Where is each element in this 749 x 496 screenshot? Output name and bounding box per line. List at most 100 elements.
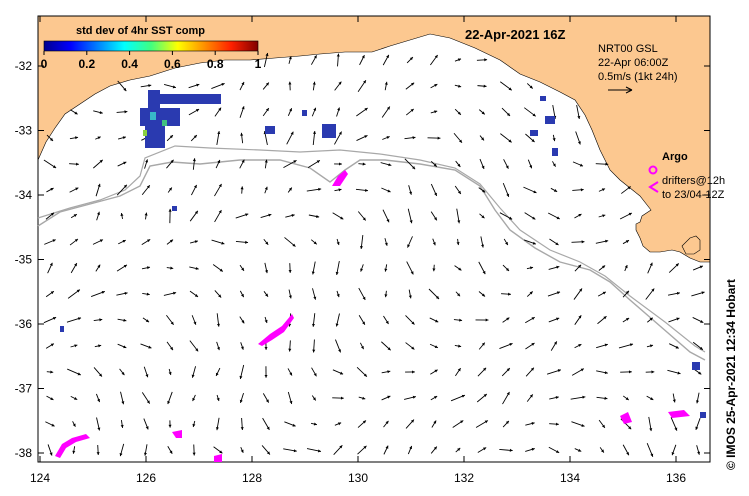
velocity-arrowhead bbox=[338, 188, 342, 192]
velocity-arrowhead bbox=[675, 263, 679, 267]
lat-tick-label: -38 bbox=[15, 446, 33, 460]
velocity-arrowhead bbox=[434, 217, 437, 221]
velocity-arrowhead bbox=[98, 373, 102, 377]
velocity-arrowhead bbox=[289, 372, 293, 376]
velocity-arrowhead bbox=[218, 107, 222, 111]
velocity-arrowhead bbox=[386, 106, 390, 110]
velocity-arrowhead bbox=[289, 108, 292, 112]
velocity-arrowhead bbox=[265, 241, 269, 245]
velocity-arrowhead bbox=[145, 159, 149, 163]
velocity-arrowhead bbox=[146, 292, 150, 296]
velocity-arrowhead bbox=[291, 214, 295, 217]
velocity-arrowhead bbox=[96, 452, 100, 455]
velocity-arrowhead bbox=[75, 136, 79, 140]
colorbar-gradient bbox=[43, 40, 259, 52]
sst-patch bbox=[530, 130, 538, 136]
velocity-arrowhead bbox=[168, 371, 172, 375]
velocity-arrowhead bbox=[582, 395, 586, 399]
velocity-arrowhead bbox=[99, 318, 103, 322]
velocity-arrowhead bbox=[386, 54, 389, 59]
velocity-arrowhead bbox=[194, 240, 198, 244]
velocity-arrowhead bbox=[193, 184, 197, 189]
velocity-arrowhead bbox=[434, 84, 438, 87]
velocity-arrowhead bbox=[335, 271, 339, 275]
velocity-arrowhead bbox=[457, 447, 461, 451]
velocity-arrowhead bbox=[410, 108, 414, 112]
velocity-arrowhead bbox=[146, 266, 150, 270]
velocity-arrowhead bbox=[76, 289, 80, 293]
velocity-arrowhead bbox=[173, 291, 177, 295]
lon-tick-label: 124 bbox=[30, 471, 50, 485]
velocity-arrowhead bbox=[194, 210, 198, 214]
velocity-arrowhead bbox=[49, 137, 54, 141]
velocity-arrowhead bbox=[458, 267, 462, 271]
velocity-arrowhead bbox=[288, 56, 292, 60]
velocity-arrowhead bbox=[434, 110, 438, 114]
velocity-arrowhead bbox=[457, 58, 462, 62]
velocity-arrowhead bbox=[435, 319, 439, 323]
velocity-arrowhead bbox=[529, 394, 533, 398]
velocity-arrowhead bbox=[240, 186, 244, 190]
velocity-arrowhead bbox=[505, 165, 509, 169]
velocity-arrowhead bbox=[221, 83, 225, 86]
velocity-arrowhead bbox=[363, 445, 367, 449]
velocity-arrowhead bbox=[577, 115, 581, 119]
velocity-arrowhead bbox=[216, 397, 220, 402]
velocity-arrowhead bbox=[676, 291, 680, 295]
velocity-arrowhead bbox=[556, 265, 560, 269]
velocity-arrowhead bbox=[290, 131, 294, 135]
velocity-arrowhead bbox=[74, 238, 78, 242]
drifter-track bbox=[258, 314, 294, 346]
velocity-arrowhead bbox=[217, 347, 220, 351]
velocity-arrowhead bbox=[457, 190, 461, 194]
velocity-arrowhead bbox=[509, 448, 513, 452]
velocity-arrowhead bbox=[265, 82, 269, 86]
velocity-arrowhead bbox=[363, 373, 367, 377]
lat-tick-label: -32 bbox=[15, 59, 33, 73]
velocity-arrowhead bbox=[456, 242, 460, 246]
velocity-arrowhead bbox=[266, 451, 270, 455]
velocity-arrowhead bbox=[144, 212, 148, 216]
velocity-arrowhead bbox=[265, 108, 269, 112]
lat-tick-label: -35 bbox=[15, 253, 33, 267]
drifters-line2: to 23/04-12Z bbox=[662, 189, 725, 201]
velocity-arrowhead bbox=[339, 445, 343, 449]
velocity-arrowhead bbox=[529, 291, 533, 295]
plot-frame bbox=[37, 15, 711, 463]
velocity-arrowhead bbox=[362, 162, 366, 166]
velocity-arrowhead bbox=[695, 400, 699, 404]
velocity-arrowhead bbox=[412, 370, 415, 374]
velocity-arrowhead bbox=[168, 187, 172, 191]
drifter-track bbox=[214, 454, 222, 462]
velocity-arrowhead bbox=[77, 372, 81, 376]
velocity-arrowhead bbox=[74, 263, 77, 267]
velocity-arrowhead bbox=[50, 291, 54, 295]
velocity-arrowhead bbox=[626, 452, 629, 456]
velocity-arrowhead bbox=[265, 270, 269, 274]
velocity-arrowhead bbox=[628, 426, 632, 430]
velocity-arrowhead bbox=[241, 320, 245, 324]
velocity-arrowhead bbox=[362, 296, 366, 300]
velocity-arrowhead bbox=[97, 427, 101, 431]
velocity-arrowhead bbox=[50, 188, 54, 191]
velocity-arrowhead bbox=[241, 106, 245, 110]
velocity-arrowhead bbox=[192, 423, 196, 427]
argo-label: Argo bbox=[662, 151, 688, 163]
velocity-arrowhead bbox=[362, 321, 365, 325]
velocity-arrowhead bbox=[457, 163, 461, 167]
velocity-arrowhead bbox=[362, 420, 366, 424]
velocity-arrowhead bbox=[97, 211, 100, 215]
velocity-arrowhead bbox=[602, 291, 606, 295]
velocity-arrowhead bbox=[215, 372, 219, 376]
land-australia bbox=[37, 15, 711, 263]
velocity-arrowhead bbox=[651, 370, 655, 374]
velocity-arrowhead bbox=[557, 369, 561, 373]
velocity-arrowhead bbox=[409, 191, 413, 195]
lat-tick-label: -37 bbox=[15, 382, 33, 396]
velocity-arrowhead bbox=[245, 213, 249, 217]
velocity-arrowhead bbox=[698, 371, 702, 375]
velocity-arrowhead bbox=[627, 186, 631, 190]
velocity-arrowhead bbox=[170, 266, 174, 270]
velocity-arrowhead bbox=[531, 447, 535, 451]
velocity-arrowhead bbox=[604, 371, 608, 375]
